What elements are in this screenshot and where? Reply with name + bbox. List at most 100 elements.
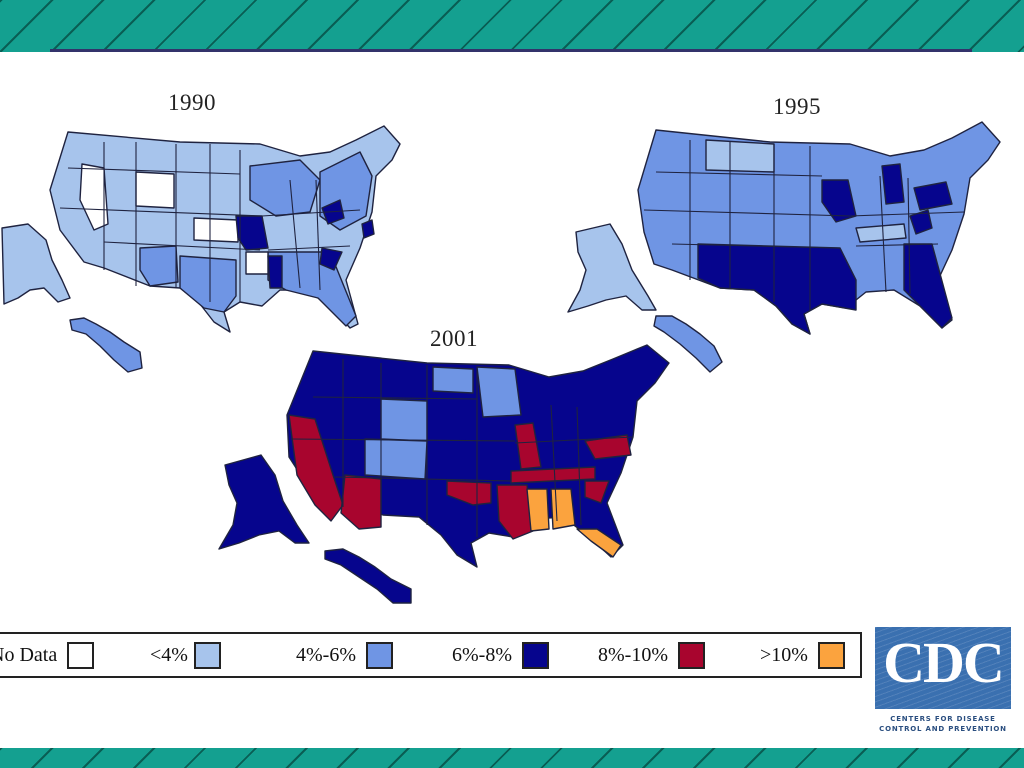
state-line: [855, 243, 939, 247]
red-illinois: [514, 422, 542, 470]
legend-label: 6%-8%: [452, 643, 512, 666]
light-minnesota: [476, 366, 522, 418]
light-north-dakota: [432, 366, 474, 394]
nodata-arkansas: [245, 251, 269, 275]
red-tennessee: [510, 466, 596, 484]
state-line: [261, 209, 361, 217]
top-decorative-band: [0, 0, 1024, 52]
legend-swatch-no-data: [67, 641, 95, 669]
legend-item-under-4: <4%: [150, 640, 221, 670]
state-line: [849, 211, 965, 217]
map-title-2001: 2001: [430, 326, 478, 351]
accent-region-south: [179, 255, 237, 313]
us-map-2001: [218, 344, 670, 604]
legend-label: <4%: [150, 643, 188, 666]
light-wyoming: [380, 398, 428, 442]
red-louisiana: [496, 484, 534, 540]
dark-pennsylvania: [913, 181, 953, 211]
legend-item-4-6: 4%-6%: [296, 640, 393, 670]
legend-item-8-10: 8%-10%: [598, 640, 705, 670]
legend-label: >10%: [760, 643, 808, 666]
state-line: [103, 241, 261, 251]
cdc-logo-letters: CDC: [883, 630, 1005, 695]
legend-item-6-8: 6%-8%: [452, 640, 549, 670]
header-rule: [50, 49, 972, 52]
hawaii-1995: [653, 315, 723, 373]
cdc-logo: CDC CENTERS FOR DISEASE CONTROL AND PREV…: [875, 627, 1011, 737]
red-arizona: [340, 474, 382, 530]
state-line: [290, 438, 516, 442]
state-line: [67, 167, 241, 175]
red-north-carolina: [584, 434, 632, 460]
cdc-logo-line1: CENTERS FOR DISEASE: [890, 715, 996, 723]
dark-maryland: [361, 219, 375, 239]
legend-item-over-10: >10%: [760, 640, 845, 670]
legend-item-no-data: No Data: [0, 640, 95, 670]
hawaii-1990: [69, 317, 143, 373]
cdc-logo-box: [875, 627, 1011, 709]
legend-swatch-4-6: [365, 641, 393, 669]
accent-montana: [705, 139, 775, 173]
map-title-1995: 1995: [773, 94, 821, 119]
nodata-wyoming: [135, 171, 175, 209]
state-line: [514, 436, 634, 444]
state-line: [315, 179, 321, 291]
contiguous-us-2001: [286, 344, 670, 568]
legend-swatch-over-10: [817, 641, 845, 669]
state-line: [879, 175, 887, 293]
legend-bar: No Data <4% 4%-6% 6%-8% 8%-10% >10%: [0, 632, 862, 678]
dark-michigan: [881, 163, 905, 205]
bottom-decorative-band: [0, 748, 1024, 768]
dark-south: [697, 243, 857, 335]
state-line: [289, 179, 301, 289]
alaska-1990: [1, 223, 71, 305]
light-colorado: [364, 438, 428, 480]
alaska-shape: [218, 454, 310, 550]
contiguous-us-1995: [637, 121, 1001, 335]
state-line: [655, 171, 823, 177]
orange-mississippi: [526, 488, 550, 532]
red-south-carolina: [584, 480, 610, 504]
state-line: [671, 243, 841, 249]
accent-region-great-lakes: [249, 159, 321, 217]
map-title-1990: 1990: [168, 90, 216, 115]
accent-kentucky: [855, 223, 907, 243]
hawaii-shape: [653, 315, 723, 373]
legend-swatch-8-10: [677, 641, 705, 669]
orange-alabama: [550, 488, 576, 530]
red-california: [288, 414, 344, 522]
red-oklahoma: [446, 480, 492, 506]
dark-mississippi: [267, 255, 283, 289]
legend-swatch-under-4: [193, 641, 221, 669]
nodata-kansas: [193, 217, 239, 243]
state-line: [59, 207, 263, 217]
us-map-1990: [1, 125, 401, 373]
legend-label: No Data: [0, 643, 58, 666]
state-line: [550, 404, 558, 522]
legend-label: 8%-10%: [598, 643, 668, 666]
state-line: [576, 406, 582, 526]
hawaii-2001: [324, 548, 412, 604]
legend-swatch-6-8: [521, 641, 549, 669]
alaska-shape: [567, 223, 657, 313]
alaska-shape: [1, 223, 71, 305]
alaska-2001: [218, 454, 310, 550]
contiguous-us-1990: [49, 125, 401, 333]
dark-south-carolina: [319, 247, 343, 271]
orange-florida: [576, 528, 622, 558]
cdc-logo-line2: CONTROL AND PREVENTION: [879, 725, 1007, 733]
hawaii-shape: [324, 548, 412, 604]
nodata-nevada: [79, 163, 109, 231]
state-line: [312, 396, 478, 400]
alaska-1995: [567, 223, 657, 313]
dark-great-lakes: [821, 179, 857, 223]
state-line: [334, 476, 512, 482]
state-line: [267, 245, 351, 251]
dark-west-virginia: [909, 209, 933, 235]
hawaii-shape: [69, 317, 143, 373]
legend-label: 4%-6%: [296, 643, 356, 666]
us-map-1995: [567, 121, 1001, 373]
state-line: [643, 209, 851, 217]
accent-region-west: [139, 245, 179, 287]
state-line: [907, 177, 911, 295]
